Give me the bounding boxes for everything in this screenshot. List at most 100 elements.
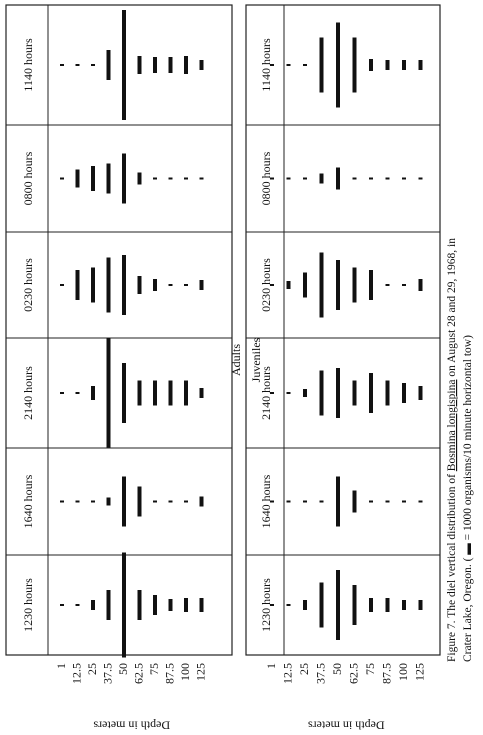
abundance-bar [336, 368, 340, 418]
abundance-bar [369, 500, 373, 503]
abundance-bar [184, 598, 188, 612]
abundance-bar [270, 284, 274, 286]
abundance-bar [91, 600, 95, 610]
time-label: 0230 hours [21, 258, 35, 312]
abundance-bar [385, 177, 390, 180]
caption-text: Crater Lake, Oregon. ( [462, 555, 474, 662]
caption-text: Figure 7. The diel vertical distribution… [446, 471, 458, 662]
caption-line-2: Crater Lake, Oregon. ( ▬ = 1000 organism… [462, 335, 474, 662]
abundance-bar [336, 22, 340, 108]
depth-label: 50 [116, 663, 130, 675]
abundance-bar [122, 10, 126, 120]
abundance-bar [402, 284, 406, 286]
caption-text: = 1000 organisms/10 minute horizontal to… [462, 335, 474, 543]
abundance-bar [122, 552, 126, 658]
abundance-bar [199, 177, 204, 180]
abundance-bar [418, 60, 423, 70]
abundance-bar [106, 590, 111, 620]
depth-label: 87.5 [162, 663, 176, 684]
abundance-bar [270, 392, 274, 394]
time-label: 0800 hours [21, 151, 35, 205]
abundance-bar [184, 56, 188, 74]
abundance-bar [303, 64, 307, 66]
depth-label: 75 [147, 663, 161, 675]
abundance-bar [319, 173, 324, 184]
abundance-bar [418, 386, 423, 400]
time-label: 1230 hours [21, 578, 35, 632]
abundance-bar [352, 490, 357, 513]
abundance-bar [286, 604, 291, 606]
depth-label: 25 [297, 663, 311, 675]
panel-frame [245, 4, 441, 656]
abundance-bar [91, 64, 95, 66]
caption-text: on August 28 and 29, 1968, in [446, 238, 458, 380]
depth-label: 12.5 [69, 663, 83, 684]
abundance-bar [75, 500, 80, 503]
abundance-bar [153, 500, 157, 503]
time-label: 2140 hours [21, 366, 35, 420]
abundance-bar [184, 284, 188, 286]
abundance-bar [286, 500, 291, 503]
abundance-bar [137, 172, 142, 185]
abundance-bar [106, 338, 111, 448]
abundance-bar [336, 167, 340, 190]
abundance-bar [352, 585, 357, 625]
depth-label: 62.5 [131, 663, 145, 684]
abundance-bar [91, 500, 95, 503]
abundance-bar [184, 380, 188, 406]
abundance-bar [168, 599, 173, 611]
depth-label: 50 [330, 663, 344, 675]
abundance-bar [319, 37, 324, 93]
abundance-bar [303, 272, 307, 298]
abundance-bar [153, 279, 157, 291]
abundance-bar [303, 500, 307, 503]
depth-label: 1 [54, 663, 68, 669]
depth-label: 1 [264, 663, 278, 669]
abundance-bar [270, 604, 274, 606]
time-label: 1140 hours [21, 38, 35, 92]
abundance-bar [199, 598, 204, 612]
abundance-bar [286, 177, 291, 180]
abundance-bar [153, 595, 157, 615]
abundance-bar [60, 392, 64, 394]
abundance-bar [270, 177, 274, 180]
abundance-bar [369, 177, 373, 180]
abundance-bar [106, 497, 111, 506]
abundance-bar [106, 50, 111, 80]
abundance-bar [402, 600, 406, 610]
depth-label: 12.5 [280, 663, 294, 684]
abundance-bar [199, 388, 204, 398]
abundance-bar [352, 380, 357, 406]
abundance-bar [199, 60, 204, 70]
abundance-bar [286, 281, 291, 289]
abundance-bar [168, 57, 173, 73]
abundance-bar [91, 267, 95, 303]
abundance-bar [122, 255, 126, 315]
abundance-bar [91, 386, 95, 400]
abundance-bar [270, 64, 274, 66]
time-label: 0800 hours [259, 151, 273, 205]
time-label: 1140 hours [259, 38, 273, 92]
abundance-bar [336, 570, 340, 640]
abundance-bar [352, 177, 357, 180]
abundance-bar [385, 380, 390, 406]
abundance-bar [369, 373, 373, 413]
abundance-bar [91, 166, 95, 191]
abundance-bar [369, 59, 373, 71]
abundance-bar [286, 392, 291, 394]
abundance-bar [75, 270, 80, 300]
depth-label: 37.5 [313, 663, 327, 684]
time-label: 1640 hours [21, 474, 35, 528]
legend-symbol: ▬ [462, 543, 474, 555]
abundance-bar [319, 370, 324, 416]
depth-label: 25 [85, 663, 99, 675]
abundance-bar [385, 500, 390, 503]
time-label: 2140 hours [259, 366, 273, 420]
abundance-bar [137, 486, 142, 517]
abundance-bar [106, 257, 111, 313]
panel-frame [5, 4, 233, 656]
abundance-bar [168, 380, 173, 406]
caption-line-1: Figure 7. The diel vertical distribution… [446, 238, 458, 662]
depth-label: 125 [412, 663, 426, 681]
